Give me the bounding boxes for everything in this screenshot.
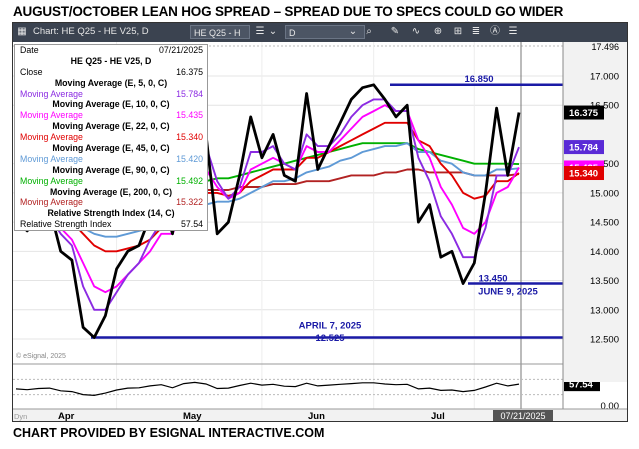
legend-study-header: Moving Average (E, 90, 0, C) — [52, 164, 170, 175]
chart-window: ▦ Chart: HE Q25 - HE V25, D HE Q25 - H ☰… — [12, 22, 628, 422]
legend-study-header: Moving Average (E, 10, 0, C) — [52, 99, 170, 110]
date-tick-label: Jul — [431, 411, 445, 421]
legend-value: 15.420 — [176, 153, 203, 164]
legend-value-label: Moving Average — [20, 132, 83, 143]
alert-icon[interactable]: Ⓐ — [490, 26, 500, 37]
price-badge-label: 15.784 — [569, 143, 599, 154]
legend-value-row: Moving Average 15.435 — [15, 110, 207, 121]
price-axis-top-label: 17.496 — [591, 42, 619, 52]
legend-value-row: Moving Average 15.340 — [15, 132, 207, 143]
window-title: Chart: HE Q25 - HE V25, D — [33, 26, 149, 37]
legend-value: 16.375 — [176, 66, 203, 77]
date-tick-label: May — [183, 411, 202, 421]
low-level-label: 13.450 — [478, 273, 507, 284]
legend-value: 15.322 — [176, 197, 203, 208]
price-tick-label: 13.000 — [590, 305, 619, 316]
dynamic-axis-toggle: Dyn — [14, 412, 27, 421]
price-tick-label: 15.000 — [590, 188, 619, 199]
chart-window-icon[interactable]: ▦ — [17, 26, 27, 37]
symbol-dropdown-icon[interactable]: ☰ — [255, 26, 265, 37]
price-tick-label: 14.500 — [590, 218, 619, 229]
crosshair-icon[interactable]: ⊕ — [433, 26, 443, 37]
legend-date-label: Date — [20, 45, 39, 55]
price-tick-label: 17.000 — [590, 72, 619, 83]
symbol-input[interactable]: HE Q25 - H — [190, 25, 250, 39]
curve-icon[interactable]: ∿ — [411, 26, 421, 37]
search-icon[interactable]: ⌕ — [366, 26, 372, 37]
legend-study-header: Moving Average (E, 5, 0, C) — [54, 77, 168, 88]
legend-value-label: Close — [20, 66, 43, 77]
watermark: © eSignal, 2025 — [16, 352, 66, 360]
rsi-line — [15, 381, 520, 397]
cursor-date-badge — [493, 410, 553, 421]
legend-value: 15.340 — [176, 132, 203, 143]
interval-chevron-icon[interactable]: ⌄ — [348, 26, 358, 37]
price-tick-label: 16.500 — [590, 101, 619, 112]
rsi-zero-label: 0.00 — [601, 401, 620, 412]
legend-value-row: Moving Average 15.322 — [15, 197, 207, 208]
moving-average-line — [16, 121, 520, 253]
legend-value: 15.784 — [176, 88, 203, 99]
legend-value-label: Moving Average — [20, 88, 83, 99]
legend-study-header: Moving Average (E, 200, 0, C) — [49, 186, 173, 197]
legend-value: 15.435 — [176, 110, 203, 121]
date-tick-label: Jun — [308, 411, 325, 421]
price-tick-label: 14.000 — [590, 247, 619, 258]
price-badge-label: 15.340 — [569, 169, 598, 180]
legend-study-header: Moving Average (E, 45, 0, C) — [52, 143, 170, 154]
chart-toolbar: ▦ Chart: HE Q25 - HE V25, D HE Q25 - H ☰… — [13, 23, 627, 42]
date-tick-label: Apr — [58, 411, 75, 421]
legend-value-row: Close 16.375 — [15, 67, 207, 78]
moving-average-line — [15, 104, 520, 294]
legend-value-label: Moving Average — [20, 197, 83, 208]
price-tick-label: 12.500 — [590, 335, 619, 346]
high-level-label: 16.850 — [464, 74, 493, 85]
rsi-badge-label: 57.54 — [569, 380, 593, 391]
legend-date-value: 07/21/2025 — [158, 45, 203, 55]
price-tick-label: 13.500 — [590, 276, 619, 287]
price-badge — [564, 105, 604, 120]
price-badge — [564, 166, 604, 181]
insert-icon[interactable]: ⊞ — [453, 26, 463, 37]
legend-study-header: Moving Average (E, 22, 0, C) — [52, 121, 170, 132]
price-badge-label: 16.375 — [569, 108, 599, 119]
cursor-date-label: 07/21/2025 — [500, 411, 545, 421]
legend-value-row: Moving Average 15.492 — [15, 176, 207, 187]
data-window-panel: Date 07/21/2025 HE Q25 - HE V25, D Close… — [14, 44, 208, 232]
legend-value: 15.492 — [176, 175, 203, 186]
legend-value-label: Moving Average — [20, 110, 83, 121]
price-tick-label: 15.500 — [590, 159, 619, 170]
legend-value-label: Moving Average — [20, 153, 83, 164]
price-axis — [563, 42, 627, 382]
menu-icon[interactable]: ☰ — [508, 26, 518, 37]
legend-symbol: HE Q25 - HE V25, D — [70, 55, 152, 66]
close-line — [14, 83, 521, 339]
bottom-date-label: APRIL 7, 2025 — [299, 321, 362, 332]
legend-value-row: Relative Strength Index 57.54 — [15, 219, 207, 230]
chevron-down-icon[interactable]: ⌄ — [268, 26, 278, 37]
interval-input[interactable]: D — [285, 25, 365, 39]
stack-icon[interactable]: ≣ — [471, 26, 481, 37]
legend-value-label: Relative Strength Index — [20, 219, 112, 230]
low-date-label: JUNE 9, 2025 — [478, 286, 538, 297]
legend-value-row: Moving Average 15.420 — [15, 154, 207, 165]
pencil-icon[interactable]: ✎ — [390, 26, 400, 37]
legend-value-row: Moving Average 15.784 — [15, 89, 207, 100]
bottom-level-label: 12.525 — [315, 333, 345, 344]
price-badge — [564, 140, 604, 155]
legend-value: 57.54 — [180, 219, 203, 230]
footer-credit: CHART PROVIDED BY ESIGNAL INTERACTIVE.CO… — [13, 426, 325, 440]
date-axis — [13, 409, 627, 421]
headline: AUGUST/OCTOBER LEAN HOG SPREAD – SPREAD … — [13, 4, 564, 19]
legend-study-header: Relative Strength Index (14, C) — [47, 208, 175, 219]
legend-value-label: Moving Average — [20, 175, 83, 186]
